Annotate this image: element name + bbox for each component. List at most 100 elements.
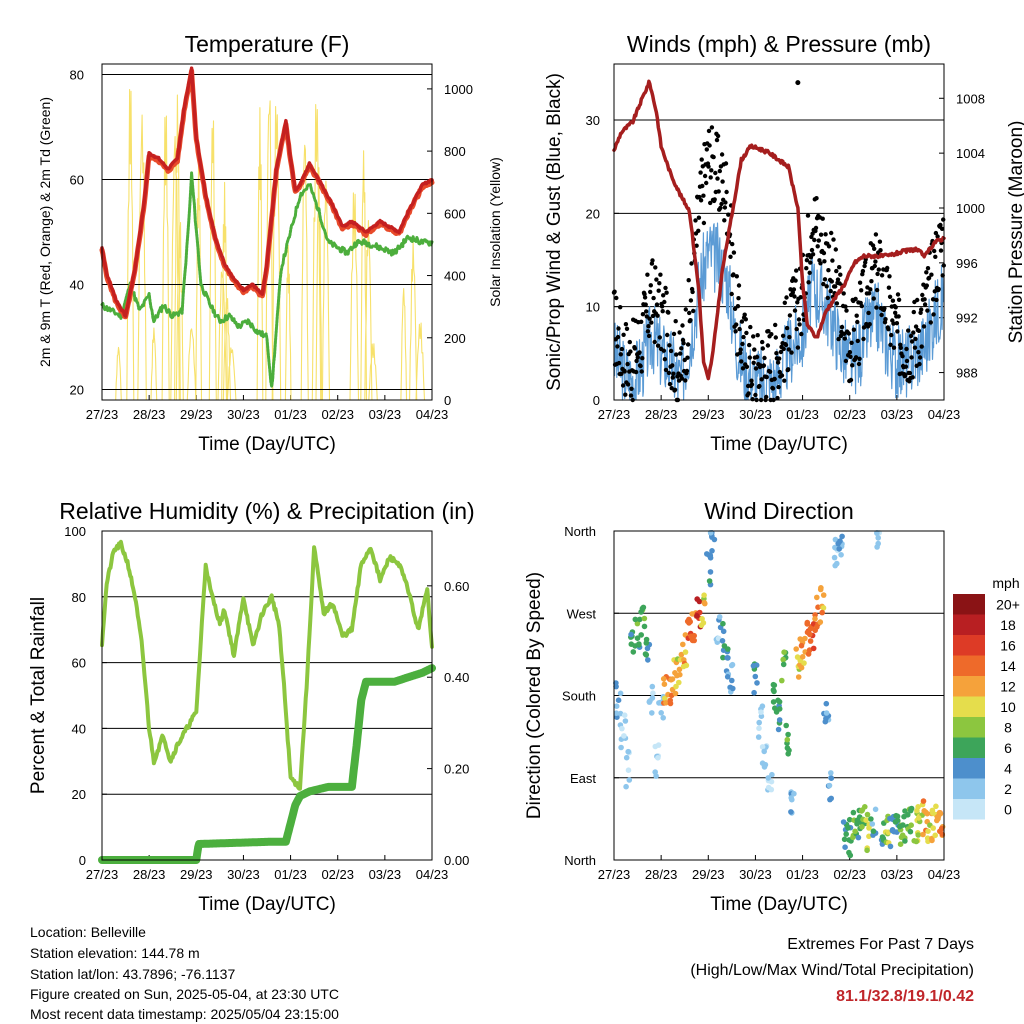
direction-point <box>694 613 700 619</box>
gust-point <box>651 295 656 301</box>
gust-point <box>896 314 901 319</box>
direction-point <box>819 609 825 616</box>
direction-point <box>847 852 854 859</box>
gust-point <box>731 250 737 255</box>
gust-point <box>658 272 663 277</box>
legend-swatch <box>953 594 985 615</box>
gust-point <box>654 302 660 307</box>
gust-point <box>704 180 709 186</box>
gust-point <box>805 213 811 218</box>
gust-point <box>751 334 756 339</box>
gust-point <box>677 330 682 335</box>
gust-point <box>744 364 750 369</box>
direction-point <box>823 700 830 707</box>
gust-point <box>895 329 900 334</box>
direction-point <box>907 828 914 835</box>
gust-point <box>667 381 673 387</box>
gust-point <box>729 291 734 297</box>
gust-point <box>664 290 669 295</box>
direction-point <box>617 690 624 697</box>
gust-point <box>867 322 872 327</box>
direction-point <box>812 616 818 622</box>
gust-point <box>749 378 754 383</box>
direction-point <box>752 673 759 680</box>
gust-point <box>834 268 839 274</box>
gust-point <box>841 291 846 296</box>
direction-point <box>673 683 679 690</box>
x-tick-label: 27/23 <box>598 407 631 422</box>
gust-point <box>775 395 780 401</box>
gust-point <box>908 333 914 339</box>
direction-point <box>810 645 817 652</box>
gust-point <box>670 363 675 368</box>
direction-point <box>828 795 834 802</box>
gust-point <box>744 330 749 336</box>
gust-point <box>650 258 655 263</box>
gust-point <box>798 295 803 300</box>
plot-frame <box>613 530 945 861</box>
solar-series <box>271 106 282 401</box>
gust-point <box>662 357 668 362</box>
direction-point <box>661 681 668 687</box>
gust-point <box>742 312 747 317</box>
x-tick-label: 30/23 <box>227 407 260 422</box>
direction-point <box>756 725 762 732</box>
gust-point <box>718 205 723 211</box>
direction-point <box>783 722 789 729</box>
direction-point <box>716 614 723 620</box>
gust-point <box>650 313 656 319</box>
x-tick-label: 02/23 <box>321 867 354 882</box>
direction-point <box>841 836 848 843</box>
legend-label: 16 <box>1000 637 1016 653</box>
gust-point <box>829 230 834 236</box>
gust-point <box>634 358 639 364</box>
gust-point <box>751 360 756 365</box>
gust-point <box>848 377 854 383</box>
direction-point <box>915 804 921 810</box>
gust-point <box>826 268 831 273</box>
gust-point <box>847 350 853 355</box>
gust-point <box>886 327 891 332</box>
gust-point <box>734 274 739 279</box>
chart-title: Wind Direction <box>704 498 854 524</box>
gust-point <box>835 277 841 282</box>
gust-point <box>667 343 672 348</box>
direction-point <box>807 631 813 638</box>
gust-point <box>781 346 786 352</box>
gust-point <box>628 393 634 398</box>
gust-point <box>711 154 716 160</box>
gust-point <box>760 339 765 345</box>
direction-point <box>929 837 935 844</box>
gust-point <box>804 258 810 263</box>
gust-point <box>885 265 890 271</box>
gust-point <box>909 355 914 360</box>
y-tick-label: 60 <box>70 173 84 188</box>
y-tick-label: 20 <box>586 206 600 221</box>
gust-point <box>873 232 879 237</box>
gust-point <box>707 143 712 148</box>
direction-point <box>755 734 762 740</box>
direction-point <box>701 592 707 598</box>
x-tick-label: 29/23 <box>180 867 213 882</box>
x-tick-label: 27/23 <box>86 407 119 422</box>
gust-point <box>843 358 849 364</box>
gust-point <box>866 310 871 316</box>
solar-series <box>208 120 217 401</box>
gust-point <box>797 322 802 327</box>
gust-point <box>644 309 649 314</box>
gust-point <box>792 308 798 313</box>
gust-point <box>784 325 790 331</box>
direction-point <box>845 825 851 831</box>
legend-title: mph <box>992 575 1019 591</box>
legend-swatch <box>953 758 985 779</box>
gust-point <box>874 287 880 293</box>
gust-point <box>670 375 675 380</box>
gust-point <box>825 295 830 301</box>
direction-point <box>788 809 794 815</box>
x-tick-label: 01/23 <box>274 407 307 422</box>
direction-point <box>840 819 847 825</box>
gust-point <box>679 376 685 381</box>
gust-point <box>749 382 755 387</box>
direction-point <box>660 715 666 721</box>
gust-point <box>629 386 634 391</box>
